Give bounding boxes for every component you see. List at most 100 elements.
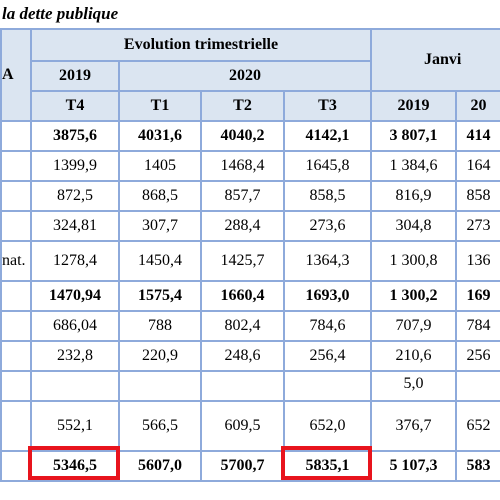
- table-cell: 5,0: [370, 370, 457, 402]
- table-cell: 858,5: [283, 180, 372, 212]
- table-cell: 784: [455, 310, 500, 342]
- table-cell: 1 300,2: [370, 280, 457, 312]
- table-cell: 1405: [118, 150, 202, 182]
- table-cell: [283, 370, 372, 402]
- table-cell: 210,6: [370, 340, 457, 372]
- table-cell: 707,9: [370, 310, 457, 342]
- title: la dette publique: [2, 4, 119, 23]
- table-cell: 872,5: [30, 180, 120, 212]
- group-header: Evolution trimestrielle: [30, 28, 372, 62]
- table-cell: 784,6: [283, 310, 372, 342]
- table-cell: 1645,8: [283, 150, 372, 182]
- table-cell: 136: [455, 240, 500, 282]
- table-row: 3875,6 4031,6 4040,2 4142,1 3 807,1 414: [0, 120, 500, 152]
- table-cell: 324,81: [30, 210, 120, 242]
- table-cell: 3 807,1: [370, 120, 457, 152]
- table-cell: 816,9: [370, 180, 457, 212]
- table-row: 1399,9 1405 1468,4 1645,8 1 384,6 164: [0, 150, 500, 182]
- table-cell: 164: [455, 150, 500, 182]
- table-row: nat. 1278,4 1450,4 1425,7 1364,3 1 300,8 136: [0, 240, 500, 282]
- table-cell: 273,6: [283, 210, 372, 242]
- table-row: 324,81 307,7 288,4 273,6 304,8 273: [0, 210, 500, 242]
- table-cell: 307,7: [118, 210, 202, 242]
- table-cell: 220,9: [118, 340, 202, 372]
- table-cell: 609,5: [200, 400, 285, 452]
- table-row: 552,1 566,5 609,5 652,0 376,7 652: [0, 400, 500, 452]
- highlight-box: [281, 446, 372, 480]
- table-cell: 1660,4: [200, 280, 285, 312]
- table-cell: 1450,4: [118, 240, 202, 282]
- row-label: [0, 400, 32, 452]
- table-cell: 1425,7: [200, 240, 285, 282]
- table-cell: 232,8: [30, 340, 120, 372]
- table-cell: [455, 370, 500, 402]
- table-row: 1470,94 1575,4 1660,4 1693,0 1 300,2 169: [0, 280, 500, 312]
- column-header: T2: [200, 90, 285, 122]
- table-cell: 566,5: [118, 400, 202, 452]
- group-header: Janvi: [370, 28, 500, 92]
- table-cell: 857,7: [200, 180, 285, 212]
- table-cell: 4040,2: [200, 120, 285, 152]
- table-cell: 583: [455, 450, 500, 482]
- year-header: 2019: [30, 60, 120, 92]
- table-cell: 1693,0: [283, 280, 372, 312]
- table-row: 872,5 868,5 857,7 858,5 816,9 858: [0, 180, 500, 212]
- table-cell: 169: [455, 280, 500, 312]
- table-cell: 304,8: [370, 210, 457, 242]
- row-label: [0, 280, 32, 312]
- table-cell: 858: [455, 180, 500, 212]
- table-cell: 5700,7: [200, 450, 285, 482]
- row-label: [0, 450, 32, 482]
- table-row: 686,04 788 802,4 784,6 707,9 784: [0, 310, 500, 342]
- column-header: T3: [283, 90, 372, 122]
- table-cell: 1470,94: [30, 280, 120, 312]
- table-cell: 4031,6: [118, 120, 202, 152]
- table-cell: 788: [118, 310, 202, 342]
- row-label: nat.: [0, 240, 32, 282]
- table: A Evolution trimestrielle Janvi 2019 202…: [0, 28, 500, 482]
- table-row: 5,0: [0, 370, 500, 402]
- table-cell: 1575,4: [118, 280, 202, 312]
- table-cell: 652,0: [283, 400, 372, 452]
- table-cell: 802,4: [200, 310, 285, 342]
- column-header: 2019: [370, 90, 457, 122]
- table-cell: 248,6: [200, 340, 285, 372]
- table-cell: 868,5: [118, 180, 202, 212]
- table-cell: 3875,6: [30, 120, 120, 152]
- table-cell: [30, 370, 120, 402]
- table-cell: 1278,4: [30, 240, 120, 282]
- row-label: [0, 210, 32, 242]
- row-label: [0, 370, 32, 402]
- table-cell: 273: [455, 210, 500, 242]
- table-cell: 256,4: [283, 340, 372, 372]
- row-label: [0, 180, 32, 212]
- stub-header: A: [0, 28, 32, 122]
- highlight-box: [28, 446, 120, 480]
- table-cell: [118, 370, 202, 402]
- table-cell: 1364,3: [283, 240, 372, 282]
- table-cell: 686,04: [30, 310, 120, 342]
- row-label: [0, 150, 32, 182]
- table-cell: [200, 370, 285, 402]
- table-cell: 552,1: [30, 400, 120, 452]
- table-row: 232,8 220,9 248,6 256,4 210,6 256: [0, 340, 500, 372]
- row-label: [0, 310, 32, 342]
- table-cell: 5 107,3: [370, 450, 457, 482]
- row-label: [0, 340, 32, 372]
- table-cell: 256: [455, 340, 500, 372]
- table-cell: 1399,9: [30, 150, 120, 182]
- table-cell: 1468,4: [200, 150, 285, 182]
- table-cell: 288,4: [200, 210, 285, 242]
- column-header: 20: [455, 90, 500, 122]
- table-cell: 1 300,8: [370, 240, 457, 282]
- column-header: T4: [30, 90, 120, 122]
- table-cell: 4142,1: [283, 120, 372, 152]
- table-cell: 414: [455, 120, 500, 152]
- year-header: 2020: [118, 60, 372, 92]
- table-cell: 652: [455, 400, 500, 452]
- row-label: [0, 120, 32, 152]
- table-cell: 5607,0: [118, 450, 202, 482]
- table-cell: 1 384,6: [370, 150, 457, 182]
- table-cell: 376,7: [370, 400, 457, 452]
